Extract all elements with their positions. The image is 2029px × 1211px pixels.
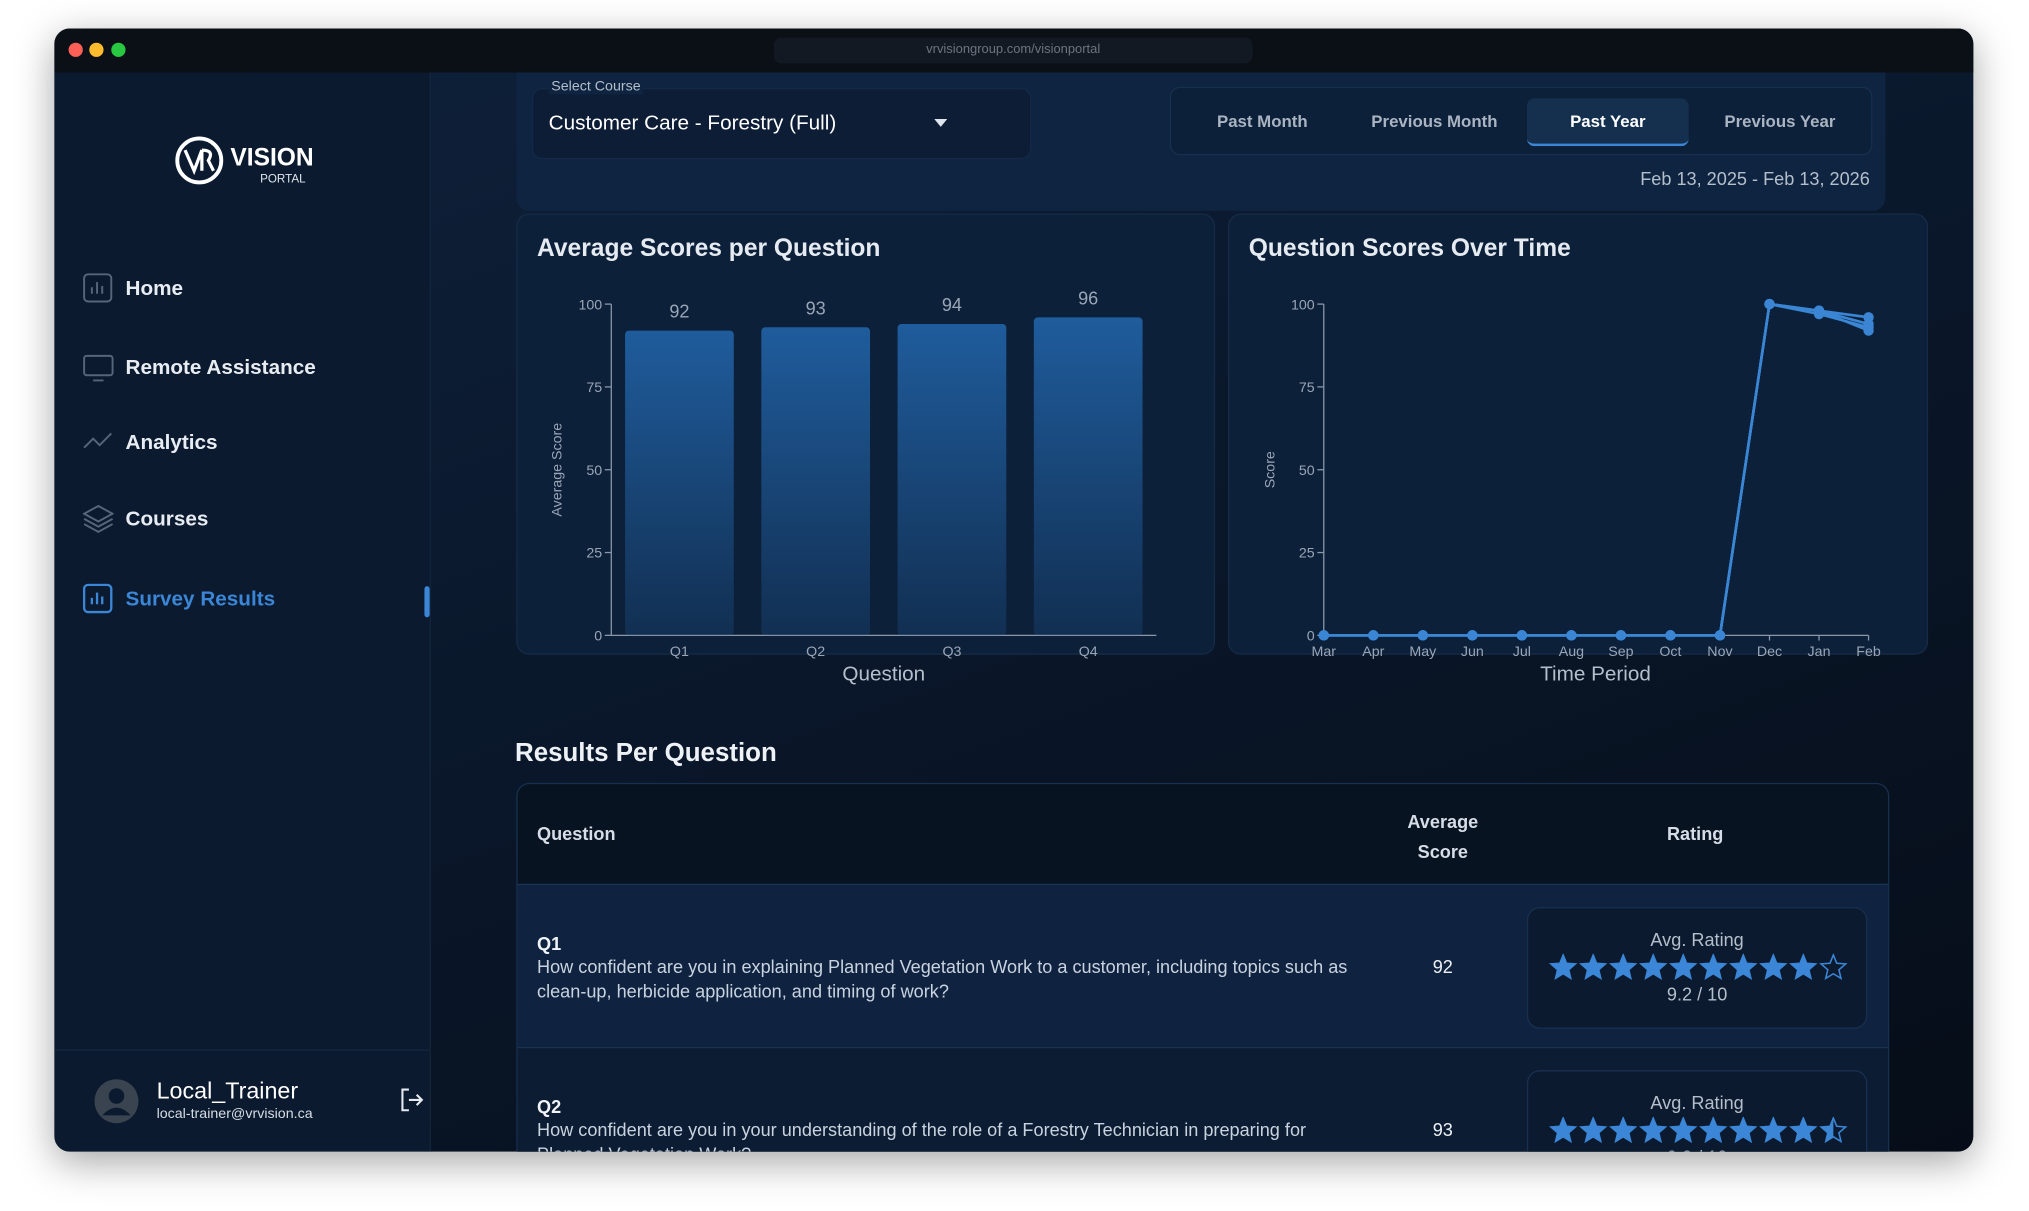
star: [1819, 1116, 1848, 1144]
sidebar: VISION PORTAL Home Remote Assistance Ana…: [54, 72, 431, 1152]
star-fill: [1550, 1118, 1576, 1142]
star-fill: [1580, 1118, 1606, 1142]
logout-button[interactable]: [399, 1087, 425, 1113]
rating-card: Avg. Rating 9.2 / 10: [1526, 907, 1868, 1029]
nav-item[interactable]: Home: [125, 278, 184, 301]
question-text: How confident are you in your understand…: [537, 1119, 1307, 1151]
period-button-active[interactable]: Past Year: [1526, 98, 1689, 147]
star-fill: [1670, 1118, 1696, 1142]
date-range: Feb 13, 2025 - Feb 13, 2026: [1640, 168, 1870, 189]
nav-item[interactable]: Courses: [125, 508, 209, 531]
table-row: Q2 How confident are you in your understa…: [517, 1046, 1888, 1152]
active-indicator: [424, 586, 430, 618]
logo-icon: [175, 136, 224, 185]
star-fill: [1761, 954, 1786, 979]
average-score: 92: [1432, 956, 1453, 977]
star-fill: [1580, 954, 1606, 979]
star-fill: [1791, 1118, 1816, 1142]
results-table: Question Average Score Rating Q1 How conf…: [516, 782, 1890, 1152]
nav-icon: [82, 504, 114, 533]
close-button[interactable]: [68, 42, 83, 57]
star-fill: [1791, 954, 1816, 979]
star-fill: [1610, 1118, 1636, 1142]
dropdown-caret: [934, 119, 948, 127]
maximize-button[interactable]: [111, 42, 126, 57]
rating-card: Avg. Rating 9.3 / 10: [1526, 1070, 1868, 1152]
question-id: Q1: [537, 932, 562, 954]
question-id: Q2: [537, 1096, 562, 1117]
average-score: 93: [1432, 1119, 1453, 1141]
star-fill: [1730, 1118, 1756, 1142]
question-text: How confident are you in explaining Plan…: [537, 956, 1348, 1002]
column-header: Question: [537, 822, 616, 844]
star: [1819, 953, 1848, 981]
avatar: [94, 1079, 139, 1124]
star-fill: [1761, 1118, 1786, 1142]
column-header: Average Score: [1407, 811, 1479, 862]
course-select[interactable]: Select Course Customer Care - Forestry (…: [531, 78, 1032, 160]
star-rating: [1548, 953, 1848, 981]
section-title: Results Per Question: [515, 738, 777, 768]
star-fill: [1550, 954, 1576, 979]
star-fill: [1610, 954, 1636, 979]
star-rating: [1548, 1116, 1848, 1144]
user-name: Local_Trainer: [156, 1077, 299, 1104]
select-value: Customer Care - Forestry (Full): [548, 112, 837, 135]
bar-chart-card: Average Scores per Question: [516, 213, 1216, 655]
period-button[interactable]: Past Month: [1216, 111, 1308, 131]
nav-item[interactable]: Analytics: [125, 432, 218, 455]
filter-card: Select Course Customer Care - Forestry (…: [516, 72, 1886, 211]
brand: VISION: [230, 144, 314, 173]
url-bar[interactable]: vrvisiongroup.com/visionportal: [773, 37, 1253, 64]
nav-item-active[interactable]: Survey Results: [125, 588, 276, 611]
title-bar: vrvisiongroup.com/visionportal: [54, 28, 1974, 73]
star-fill: [1821, 1118, 1834, 1142]
star-fill: [1670, 954, 1696, 979]
rating-title: Avg. Rating: [1650, 929, 1744, 950]
star-fill: [1730, 954, 1756, 979]
rating-label: 9.3 / 10: [1528, 1146, 1866, 1151]
table-row: Q1 How confident are you in explaining Pl…: [517, 883, 1888, 1047]
period-tabs: Past Month Previous Month Past Year Prev…: [1169, 86, 1873, 156]
column-header: Rating: [1666, 822, 1724, 844]
star-fill: [1640, 954, 1666, 979]
period-button[interactable]: Previous Year: [1724, 111, 1836, 131]
browser-window: vrvisiongroup.com/visionportal VISION PO…: [54, 28, 1974, 1152]
nav-icon: [82, 583, 113, 614]
minimize-button[interactable]: [89, 42, 104, 57]
nav-icon: [83, 273, 113, 303]
period-button[interactable]: Previous Month: [1371, 111, 1498, 131]
divider: [54, 1049, 430, 1051]
rating-title: Avg. Rating: [1650, 1092, 1744, 1113]
star-fill: [1700, 1118, 1726, 1142]
brand-sub: PORTAL: [260, 172, 306, 186]
select-label: Select Course: [548, 78, 644, 95]
user-email: local-trainer@vrvision.ca: [156, 1106, 313, 1122]
line-chart-card: Question Scores Over Time: [1228, 213, 1929, 655]
chart-title: Average Scores per Question: [537, 235, 881, 263]
nav-item[interactable]: Remote Assistance: [125, 357, 316, 380]
chart-title: Question Scores Over Time: [1248, 235, 1571, 263]
rating-label: 9.2 / 10: [1666, 983, 1728, 1005]
nav-icon: [83, 432, 112, 449]
nav-icon: [83, 354, 114, 382]
star-fill: [1700, 954, 1726, 979]
star-fill: [1640, 1118, 1666, 1142]
